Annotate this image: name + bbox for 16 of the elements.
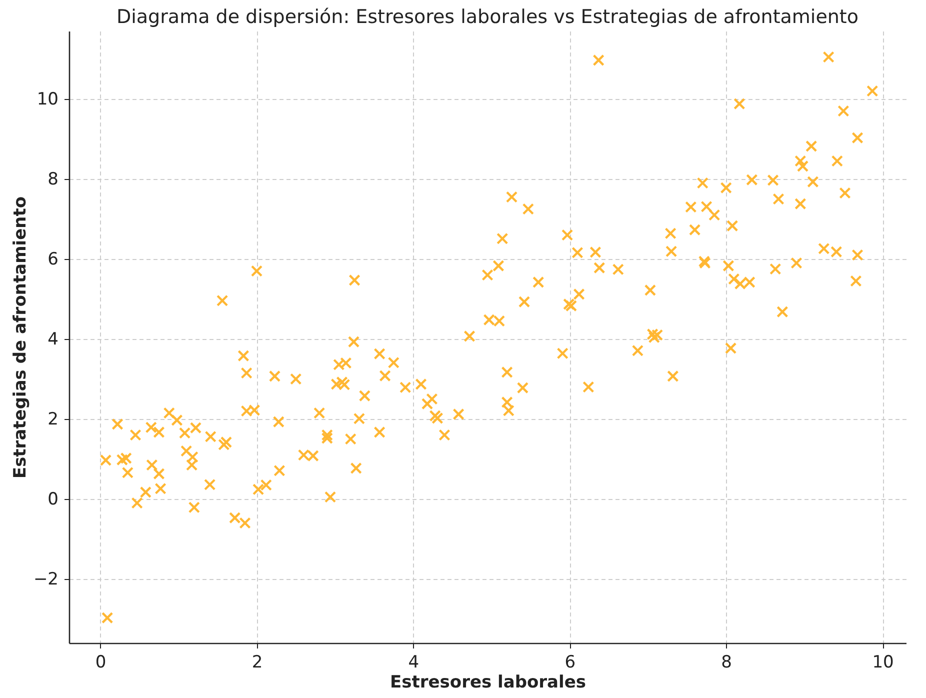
y-tick-label: 0 [48,490,58,510]
y-tick-label: 8 [48,170,58,190]
x-tick-label: 8 [721,652,732,672]
x-tick-label: 0 [95,652,106,672]
chart-title: Diagrama de dispersión: Estresores laborales vs Estrategias de afrontamiento [116,6,859,28]
y-tick-label: 6 [48,250,58,270]
y-tick-label: 10 [36,90,58,110]
x-tick-label: 10 [872,652,894,672]
y-axis-title: Estrategias de afrontamiento [10,196,30,479]
y-tick-label: 2 [48,410,58,430]
y-tick-label: 4 [48,330,58,350]
x-axis-title: Estresores laborales [390,672,586,692]
x-tick-label: 6 [564,652,576,672]
y-tick-label: −2 [33,570,58,590]
x-tick-label: 4 [408,652,420,672]
x-tick-label: 2 [252,652,263,672]
